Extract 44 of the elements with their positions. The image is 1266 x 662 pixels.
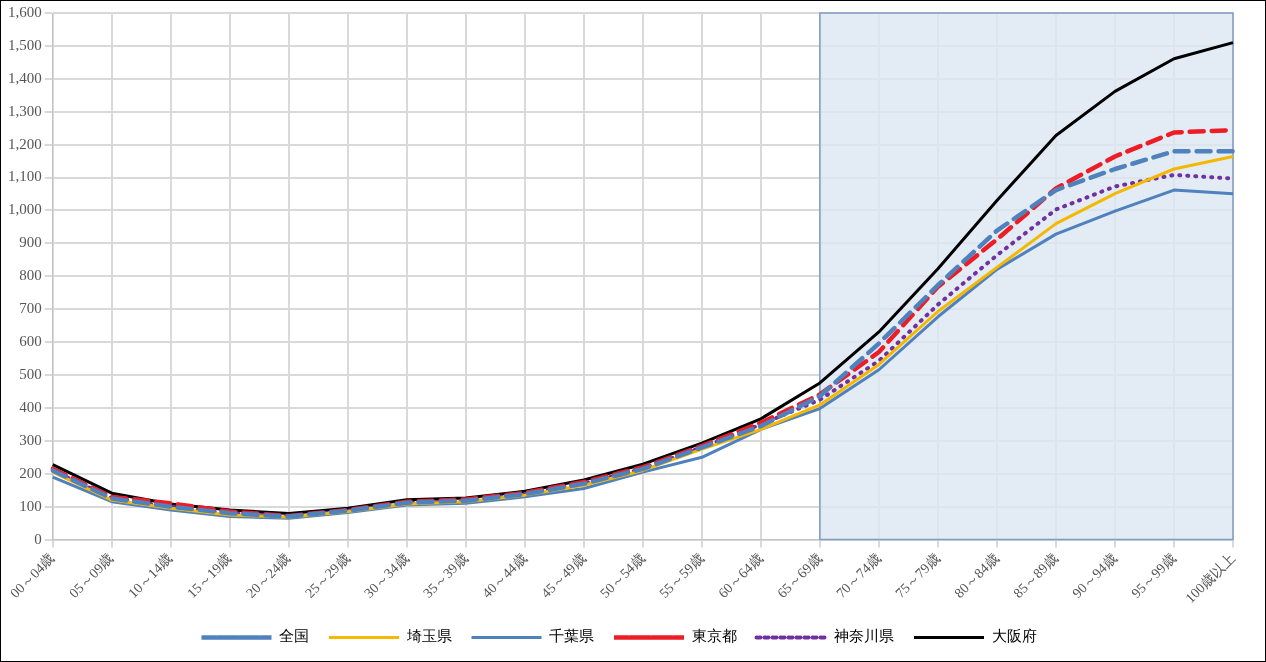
y-tick-label: 1,600 (8, 3, 42, 20)
x-tick-label: 45～49歳 (538, 550, 589, 601)
legend-label: 東京都 (691, 627, 737, 646)
legend-label: 大阪府 (991, 627, 1037, 646)
legend-label: 神奈川県 (834, 627, 894, 646)
x-tick-label: 75～79歳 (892, 550, 943, 601)
x-tick-label: 90～94歳 (1069, 550, 1120, 601)
x-tick-label: 30～34歳 (361, 550, 412, 601)
x-tick-label: 10～14歳 (125, 550, 176, 601)
x-tick-label: 15～19歳 (184, 550, 235, 601)
legend-label: 全国 (279, 627, 309, 646)
y-tick-label: 1,300 (8, 102, 42, 119)
y-tick-label: 400 (19, 398, 42, 415)
x-tick-label: 00～04歳 (7, 550, 58, 601)
y-tick-label: 600 (19, 333, 42, 350)
x-tick-label: 70～74歳 (833, 550, 884, 601)
x-tick-label: 40～44歳 (479, 550, 530, 601)
x-tick-label: 85～89歳 (1010, 550, 1061, 601)
x-tick-label: 95～99歳 (1128, 550, 1179, 601)
y-tick-label: 0 (34, 530, 42, 547)
y-tick-label: 1,400 (8, 69, 42, 86)
x-tick-label: 55～59歳 (656, 550, 707, 601)
y-tick-label: 1,200 (8, 135, 42, 152)
y-tick-label: 700 (19, 300, 42, 317)
legend-label: 埼玉県 (405, 627, 452, 646)
legend-label: 千葉県 (549, 627, 594, 646)
y-tick-label: 1,000 (8, 201, 42, 218)
x-tick-label: 80～84歳 (951, 550, 1002, 601)
y-tick-label: 100 (19, 497, 42, 514)
y-tick-label: 300 (19, 431, 42, 448)
x-tick-label: 20～24歳 (243, 550, 294, 601)
x-tick-label: 35～39歳 (420, 550, 471, 601)
y-tick-label: 500 (19, 365, 42, 382)
x-tick-label: 100歳以上 (1182, 550, 1238, 606)
x-tick-label: 25～29歳 (302, 550, 353, 601)
x-tick-label: 50～54歳 (597, 550, 648, 601)
y-tick-label: 800 (19, 267, 42, 284)
y-tick-label: 900 (19, 234, 42, 251)
y-tick-label: 1,100 (8, 168, 42, 185)
y-tick-label: 1,500 (8, 36, 42, 53)
y-tick-label: 200 (19, 464, 42, 481)
x-tick-label: 65～69歳 (774, 550, 825, 601)
x-tick-label: 60～64歳 (715, 550, 766, 601)
x-tick-label: 05～09歳 (66, 550, 117, 601)
